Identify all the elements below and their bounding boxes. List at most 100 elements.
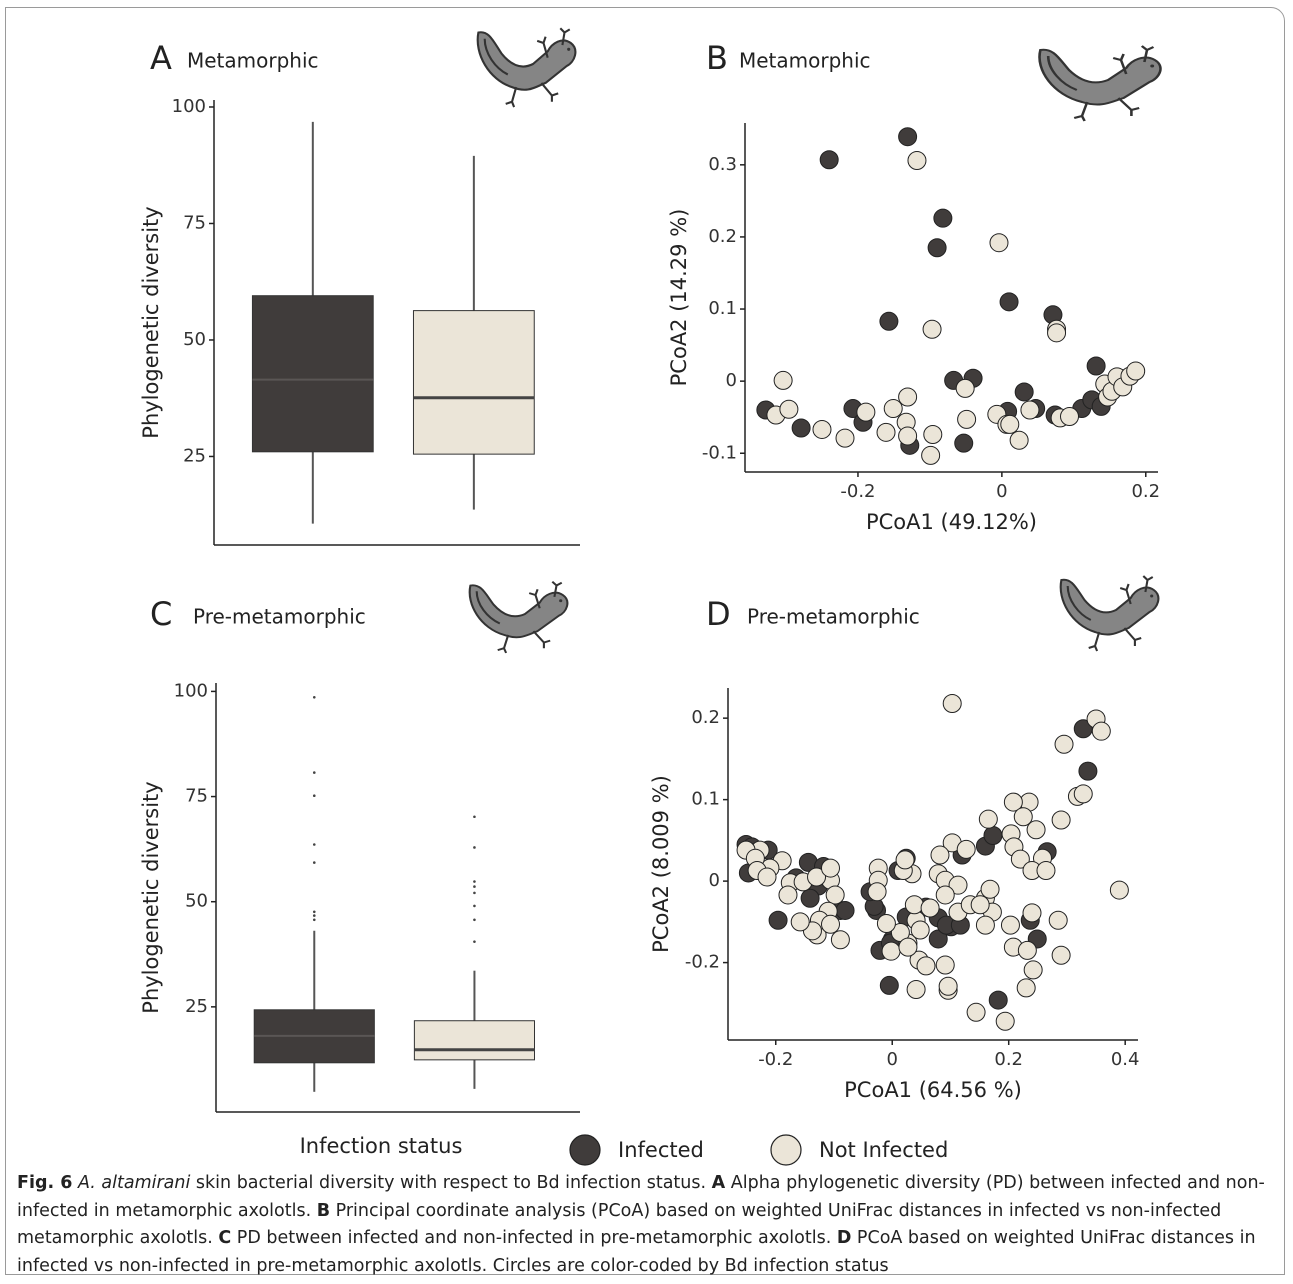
point (922, 446, 940, 464)
x-tick-label: 0 (887, 1049, 898, 1070)
point (936, 886, 954, 904)
outlier (473, 918, 476, 921)
point (769, 911, 787, 929)
point (956, 379, 974, 397)
panel-letter: B (706, 39, 728, 77)
point (928, 239, 946, 257)
point (1087, 357, 1105, 375)
y-axis-title: PCoA2 (8.009 %) (649, 775, 673, 953)
point (967, 1003, 985, 1021)
point (1018, 941, 1036, 959)
salamander-icon (470, 582, 568, 653)
point (882, 942, 900, 960)
point (1015, 383, 1033, 401)
panel-title: Pre-metamorphic (193, 605, 366, 629)
point (779, 886, 797, 904)
point (1024, 961, 1042, 979)
point (884, 400, 902, 418)
caption-run: B (317, 1201, 330, 1221)
outlier (473, 815, 476, 818)
x-tick-label: 0.2 (994, 1049, 1023, 1070)
point (1010, 431, 1028, 449)
x-tick-label: -0.2 (758, 1049, 793, 1070)
x-tick-label: 0.2 (1131, 481, 1160, 502)
point (1001, 415, 1019, 433)
outlier (473, 880, 476, 883)
caption-run: A. altamirani (78, 1173, 190, 1193)
point (1079, 762, 1097, 780)
point (880, 312, 898, 330)
x-axis-title: PCoA1 (64.56 %) (844, 1078, 1022, 1102)
point (791, 913, 809, 931)
point (899, 427, 917, 445)
y-tick-label: 50 (183, 329, 206, 350)
caption: Fig. 6 A. altamirani skin bacterial dive… (17, 1170, 1279, 1280)
point (958, 410, 976, 428)
y-tick-label: 25 (183, 445, 206, 466)
y-tick-label: -0.1 (702, 442, 737, 463)
salamander-icon (1040, 46, 1161, 121)
point (1110, 881, 1128, 899)
caption-run: PD between infected and non-infected in … (231, 1228, 837, 1248)
point (1052, 811, 1070, 829)
y-tick-label: 0.1 (708, 298, 737, 319)
caption-run: C (218, 1228, 231, 1248)
outlier (313, 794, 316, 797)
y-axis-title: Phylogenetic diversity (139, 781, 163, 1013)
point (1049, 911, 1067, 929)
point (831, 931, 849, 949)
point (868, 883, 886, 901)
point (899, 938, 917, 956)
outlier (473, 892, 476, 895)
point (924, 426, 942, 444)
point (826, 886, 844, 904)
point (792, 419, 810, 437)
point (1061, 407, 1079, 425)
y-tick-label: 100 (172, 96, 206, 117)
point (1017, 979, 1035, 997)
point (836, 901, 854, 919)
point (971, 896, 989, 914)
legend-label: Not Infected (819, 1138, 948, 1162)
point (976, 916, 994, 934)
panel-letter: A (150, 39, 172, 77)
point (907, 980, 925, 998)
y-tick-label: -0.2 (685, 952, 720, 973)
y-tick-label: 75 (185, 786, 208, 807)
outlier (313, 843, 316, 846)
point (990, 234, 1008, 252)
y-tick-label: 0 (726, 370, 737, 391)
y-tick-label: 0 (709, 870, 720, 891)
point (905, 896, 923, 914)
point (877, 914, 895, 932)
point (996, 1012, 1014, 1030)
point (899, 388, 917, 406)
outlier (313, 771, 316, 774)
point (1023, 904, 1041, 922)
point (857, 403, 875, 421)
panel-letter: C (150, 595, 172, 633)
y-tick-label: 100 (174, 680, 208, 701)
point (934, 209, 952, 227)
point (822, 915, 840, 933)
panel-letter: D (706, 595, 731, 633)
point (1001, 916, 1019, 934)
x-tick-label: 0.4 (1111, 1049, 1140, 1070)
outlier (313, 918, 316, 921)
y-tick-label: 25 (185, 996, 208, 1017)
point (801, 889, 819, 907)
point (921, 899, 939, 917)
caption-run: Fig. 6 (17, 1173, 72, 1193)
x-axis-title: Infection status (300, 1134, 463, 1158)
salamander-icon (478, 28, 576, 107)
box (252, 296, 373, 452)
point (1037, 862, 1055, 880)
point (939, 977, 957, 995)
point (989, 991, 1007, 1009)
legend-swatch (771, 1135, 801, 1165)
point (984, 826, 1002, 844)
y-axis-title: Phylogenetic diversity (139, 206, 163, 438)
point (957, 840, 975, 858)
point (936, 956, 954, 974)
